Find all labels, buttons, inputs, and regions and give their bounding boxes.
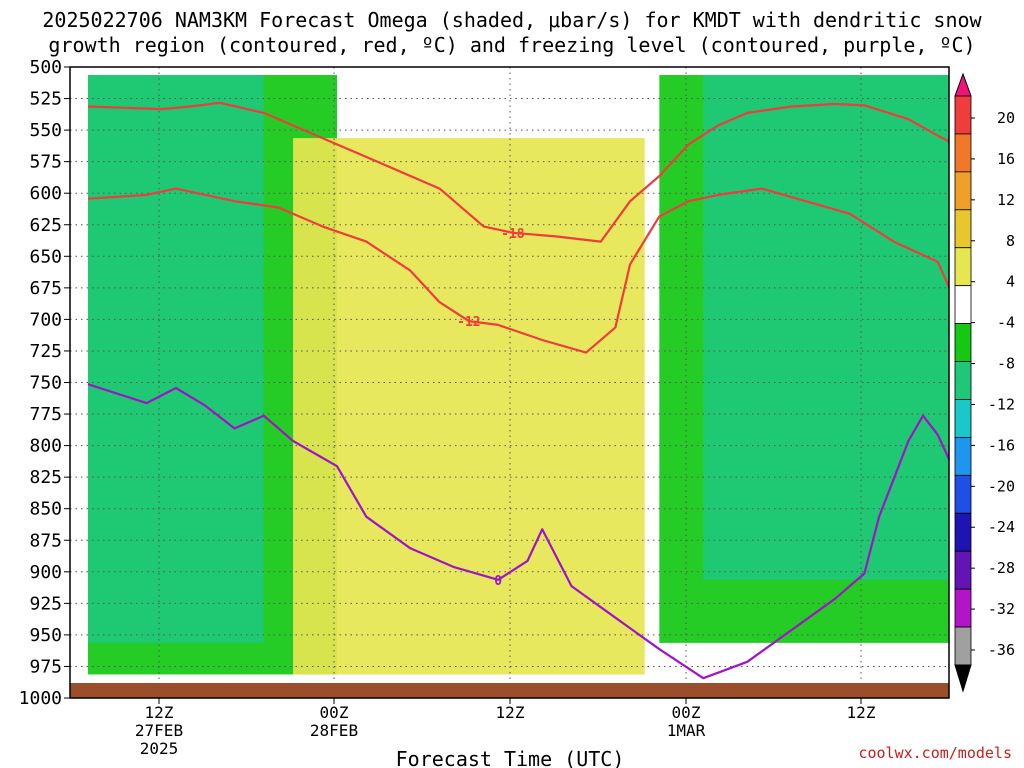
y-tick-label: 775 [29,404,62,425]
x-tick-label: 1MAR [667,721,706,740]
omega-region-sinking-midday [293,138,645,675]
colorbar-label: 8 [1006,232,1015,250]
colorbar-label: 20 [997,109,1015,127]
dgz-contour-0-label: -18 [501,227,525,242]
colorbar-swatch [954,209,972,249]
freezing-level-contour-label: 0 [494,574,502,589]
colorbar-label: -28 [988,559,1015,577]
colorbar-swatch [954,133,972,173]
y-tick-label: 750 [29,373,62,394]
grid [70,66,949,699]
y-axis: 500 525 550 575 600 625 650 675 700 725 750 775 800 8… [19,57,70,709]
x-tick-label: 00Z [320,703,349,722]
freezing-level-contour [87,383,949,680]
colorbar-label: 16 [997,150,1015,168]
y-tick-label: 675 [29,278,62,299]
y-tick-label: 550 [29,120,62,141]
colorbar-swatch [954,588,972,628]
y-tick-label: 1000 [19,688,62,709]
colorbar-swatch [954,626,972,666]
y-tick-label: 950 [29,625,62,646]
dgz-contour-1-label: -12 [457,315,480,330]
y-tick-label: 600 [29,183,62,204]
colorbar-label: -36 [988,641,1015,659]
colorbar-label: 12 [997,191,1015,209]
credit-text: coolwx.com/models [858,744,1012,762]
colorbar-label: -24 [988,518,1015,536]
y-tick-label: 850 [29,499,62,520]
contours: -18 -12 0 [87,101,949,680]
plot-area: -18 -12 0 [69,66,950,699]
colorbar-label: -8 [997,355,1015,373]
colorbar-label: -20 [988,477,1015,495]
chart-title-line2: growth region (contoured, red, ºC) and f… [48,33,975,57]
dgz-contour-0 [87,101,949,243]
x-tick-label: 00Z [672,703,701,722]
omega-region-core-early [88,75,264,643]
terrain-ground [70,683,949,698]
y-tick-label: 650 [29,246,62,267]
colorbar-swatch [954,512,972,552]
colorbar-swatch [954,171,972,211]
x-tick-label: 2025 [140,739,179,758]
x-tick-label: 12Z [496,703,525,722]
colorbar-swatch [954,323,972,362]
y-tick-label: 975 [29,656,62,677]
y-tick-label: 900 [29,562,62,583]
y-tick-label: 625 [29,215,62,236]
colorbar-label: -12 [988,395,1015,413]
y-tick-label: 575 [29,152,62,173]
chart-title-line1: 2025022706 NAM3KM Forecast Omega (shaded… [42,8,982,32]
x-tick-label: 28FEB [310,721,358,740]
x-axis-label: Forecast Time (UTC) [396,747,625,768]
colorbar-swatch [954,95,972,135]
colorbar-swatch [954,247,972,287]
colorbar-swatch [954,550,972,590]
colorbar-swatch [954,474,972,514]
dgz-contour-1 [87,187,949,354]
colorbar: 20 16 12 8 4 -4 -8 -12 -16 -20 -24 -28 -32 -36 [954,72,1015,693]
colorbar-swatch [954,436,972,476]
y-tick-label: 925 [29,593,62,614]
y-tick-label: 825 [29,467,62,488]
x-tick-label: 27FEB [135,721,183,740]
colorbar-label: -32 [988,600,1015,618]
colorbar-label: 4 [1006,273,1015,291]
x-tick-label: 12Z [145,703,174,722]
x-tick-label: 12Z [847,703,876,722]
y-tick-label: 725 [29,341,62,362]
y-tick-label: 500 [29,57,62,78]
y-tick-label: 875 [29,530,62,551]
colorbar-bottom-arrow [954,664,972,693]
omega-region-core-late [703,75,949,580]
y-tick-label: 525 [29,89,62,110]
colorbar-swatch [954,399,972,438]
colorbar-swatch [954,285,972,324]
colorbar-top-arrow [954,72,972,97]
y-tick-label: 700 [29,309,62,330]
colorbar-label: -4 [997,314,1015,332]
omega-shading [88,75,949,675]
y-tick-label: 800 [29,436,62,457]
colorbar-label: -16 [988,436,1015,454]
colorbar-swatch [954,361,972,400]
